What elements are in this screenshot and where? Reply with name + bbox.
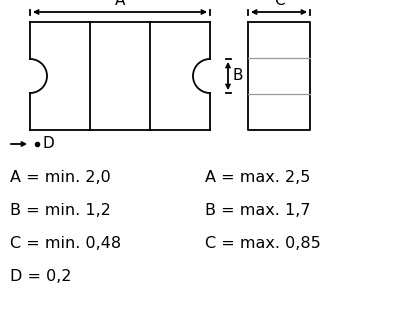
Text: D: D bbox=[43, 136, 55, 152]
Text: C = min. 0,48: C = min. 0,48 bbox=[10, 236, 121, 251]
Text: B = min. 1,2: B = min. 1,2 bbox=[10, 203, 111, 218]
Text: A = min. 2,0: A = min. 2,0 bbox=[10, 170, 111, 185]
Text: C: C bbox=[274, 0, 284, 8]
Text: D = 0,2: D = 0,2 bbox=[10, 269, 71, 284]
Text: A = max. 2,5: A = max. 2,5 bbox=[205, 170, 310, 185]
Text: B = max. 1,7: B = max. 1,7 bbox=[205, 203, 310, 218]
Text: B: B bbox=[232, 68, 243, 84]
Text: C = max. 0,85: C = max. 0,85 bbox=[205, 236, 321, 251]
Text: A: A bbox=[115, 0, 125, 8]
